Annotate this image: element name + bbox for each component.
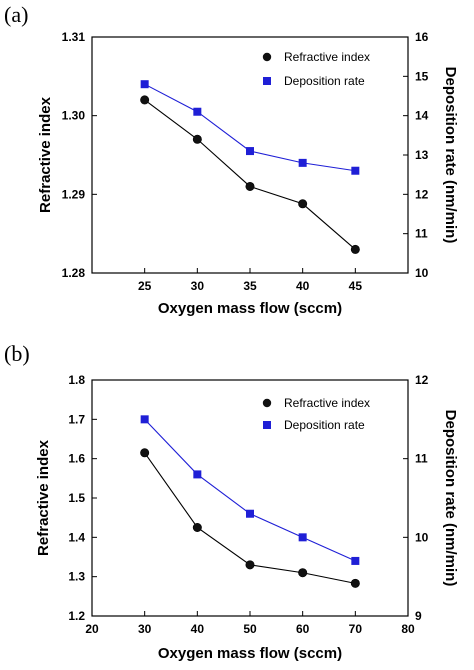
x-tick-label: 20 bbox=[85, 622, 99, 636]
x-tick-label: 70 bbox=[349, 622, 363, 636]
data-point-refractive-index bbox=[298, 568, 308, 578]
data-point-refractive-index bbox=[140, 95, 150, 105]
data-point-deposition-rate bbox=[351, 556, 360, 565]
y-tick-label: 1.30 bbox=[62, 109, 86, 123]
legend-label-refractive-index: Refractive index bbox=[284, 396, 370, 410]
data-point-deposition-rate bbox=[246, 147, 254, 156]
x-tick-label: 35 bbox=[243, 279, 257, 293]
series-line-deposition-rate bbox=[144, 418, 356, 562]
y-right-tick-label: 11 bbox=[415, 452, 428, 466]
legend-marker-refractive-index bbox=[262, 52, 272, 62]
legend-label-deposition-rate: Deposition rate bbox=[284, 74, 365, 88]
y-axis-label: Refractive index bbox=[35, 439, 52, 556]
data-point-refractive-index bbox=[350, 578, 360, 588]
y-right-axis-label: Deposition rate (nm/min) bbox=[442, 410, 459, 587]
data-point-deposition-rate bbox=[140, 80, 149, 89]
x-tick-label: 40 bbox=[296, 279, 310, 293]
y-right-tick-label: 14 bbox=[415, 109, 429, 123]
data-point-deposition-rate bbox=[193, 470, 202, 479]
y-tick-label: 1.2 bbox=[68, 609, 85, 623]
data-point-refractive-index bbox=[298, 199, 308, 209]
legend-marker-deposition-rate bbox=[263, 421, 271, 429]
panel-label: (b) bbox=[4, 341, 30, 366]
x-tick-label: 50 bbox=[243, 622, 257, 636]
y-tick-label: 1.31 bbox=[62, 30, 86, 44]
y-right-tick-label: 10 bbox=[415, 530, 429, 544]
data-point-refractive-index bbox=[192, 134, 202, 144]
y-right-tick-label: 9 bbox=[415, 609, 422, 623]
y-tick-label: 1.3 bbox=[68, 570, 85, 584]
x-tick-label: 30 bbox=[191, 279, 205, 293]
x-tick-label: 25 bbox=[138, 279, 152, 293]
x-tick-label: 60 bbox=[296, 622, 310, 636]
data-point-deposition-rate bbox=[246, 509, 254, 518]
x-tick-label: 30 bbox=[138, 622, 152, 636]
x-axis-label: Oxygen mass flow (sccm) bbox=[158, 645, 342, 662]
y-right-tick-label: 15 bbox=[415, 69, 429, 83]
y-tick-label: 1.6 bbox=[68, 452, 85, 466]
data-point-refractive-index bbox=[192, 522, 202, 532]
data-point-deposition-rate bbox=[298, 158, 307, 167]
legend-label-deposition-rate: Deposition rate bbox=[284, 418, 365, 432]
panel-label: (a) bbox=[4, 2, 28, 27]
y-right-tick-label: 13 bbox=[415, 148, 429, 162]
y-tick-label: 1.29 bbox=[62, 187, 86, 201]
y-tick-label: 1.4 bbox=[68, 530, 85, 544]
x-axis-label: Oxygen mass flow (sccm) bbox=[158, 300, 342, 317]
panel-a: (a) 25 30 35 40 45 1.28 1.29 1.30 1.31 10 11 12 13 14 1… bbox=[4, 2, 459, 317]
data-point-refractive-index bbox=[245, 181, 255, 191]
data-point-deposition-rate bbox=[140, 415, 149, 424]
legend-marker-refractive-index bbox=[262, 398, 272, 408]
data-point-refractive-index bbox=[140, 448, 150, 458]
series-line-refractive-index bbox=[144, 99, 356, 250]
x-tick-label: 45 bbox=[349, 279, 363, 293]
y-tick-label: 1.7 bbox=[68, 412, 85, 426]
panel-b: (b) 20 30 40 50 60 70 80 1.2 1.3 1.4 1.5 1.6 1.7 1.8 9 1… bbox=[4, 341, 459, 662]
y-axis-label: Refractive index bbox=[37, 96, 54, 213]
y-right-tick-label: 12 bbox=[415, 373, 429, 387]
data-point-deposition-rate bbox=[193, 107, 202, 116]
data-point-deposition-rate bbox=[351, 166, 360, 175]
x-tick-label: 80 bbox=[401, 622, 415, 636]
plot-frame bbox=[91, 379, 409, 617]
data-point-refractive-index bbox=[245, 560, 255, 570]
y-right-axis-label: Deposition rate (nm/min) bbox=[442, 67, 459, 244]
data-point-deposition-rate bbox=[298, 533, 307, 542]
legend-marker-deposition-rate bbox=[263, 77, 271, 85]
y-right-tick-label: 16 bbox=[415, 30, 429, 44]
legend-label-refractive-index: Refractive index bbox=[284, 50, 370, 64]
y-tick-label: 1.8 bbox=[68, 373, 85, 387]
y-right-tick-label: 12 bbox=[415, 187, 429, 201]
y-tick-label: 1.5 bbox=[68, 491, 85, 505]
y-tick-label: 1.28 bbox=[62, 266, 86, 280]
y-right-tick-label: 10 bbox=[415, 266, 429, 280]
y-right-tick-label: 11 bbox=[415, 227, 428, 241]
x-tick-label: 40 bbox=[191, 622, 205, 636]
data-point-refractive-index bbox=[350, 244, 360, 254]
series-line-deposition-rate bbox=[144, 83, 356, 172]
